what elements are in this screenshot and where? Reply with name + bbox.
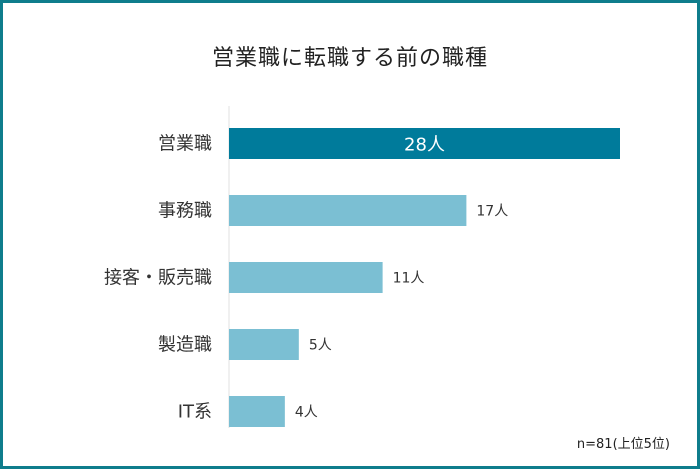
category-label-5: IT系 — [178, 402, 212, 423]
chart-title: 営業職に転職する前の職種 — [211, 46, 488, 71]
category-label-1: 営業職 — [158, 134, 212, 155]
value-label-4: 5人 — [309, 338, 332, 354]
value-label-1: 28人 — [404, 135, 445, 156]
bar-4 — [229, 329, 299, 360]
sample-size-note: n=81(上位5位) — [576, 437, 670, 452]
bar-2 — [229, 195, 467, 226]
category-label-3: 接客・販売職 — [104, 268, 212, 289]
category-label-4: 製造職 — [158, 335, 212, 356]
bar-1 — [229, 128, 620, 159]
bar-5 — [229, 396, 285, 427]
value-label-3: 11人 — [393, 271, 425, 287]
value-label-5: 4人 — [295, 405, 318, 421]
bar-3 — [229, 262, 383, 293]
category-label-2: 事務職 — [158, 201, 212, 222]
value-label-2: 17人 — [476, 204, 508, 220]
